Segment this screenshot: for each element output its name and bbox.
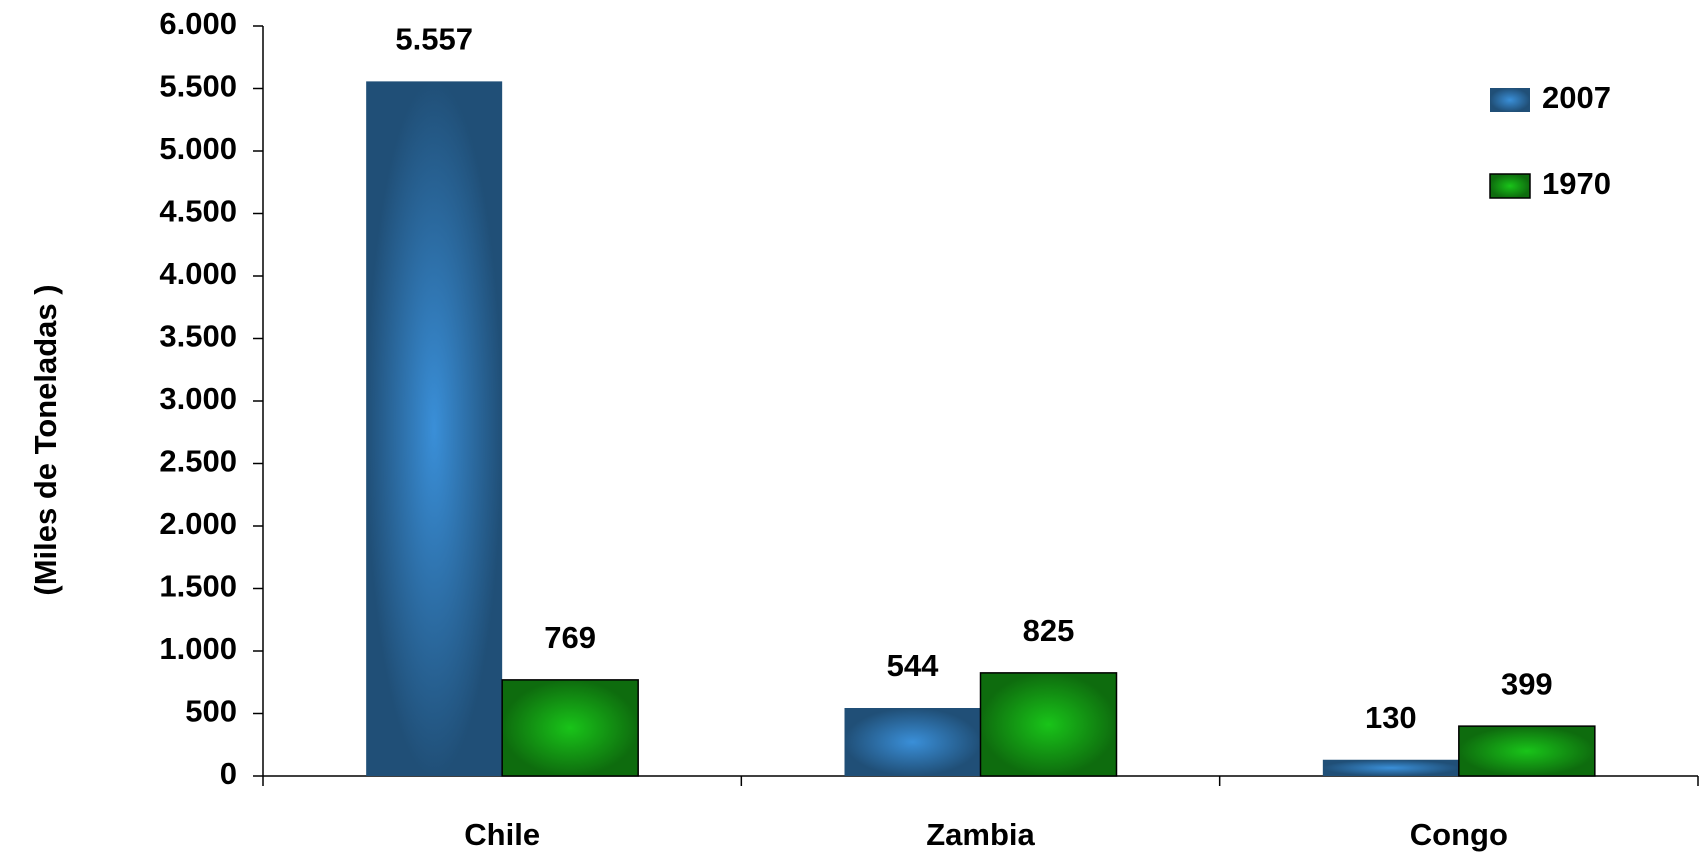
bar bbox=[844, 708, 981, 776]
y-tick-label: 4.500 bbox=[159, 194, 237, 229]
value-label: 130 bbox=[1365, 700, 1417, 735]
bar bbox=[1322, 759, 1459, 776]
y-tick-label: 6.000 bbox=[159, 6, 237, 41]
x-tick-label: Zambia bbox=[926, 817, 1035, 852]
y-tick-label: 2.500 bbox=[159, 444, 237, 479]
bar bbox=[366, 81, 503, 776]
y-tick-label: 5.500 bbox=[159, 69, 237, 104]
y-tick-label: 3.000 bbox=[159, 381, 237, 416]
bar bbox=[1458, 725, 1596, 777]
y-tick-label: 1.500 bbox=[159, 569, 237, 604]
y-tick-label: 3.500 bbox=[159, 319, 237, 354]
legend-label: 1970 bbox=[1542, 166, 1611, 201]
y-tick-label: 0 bbox=[220, 756, 237, 791]
bar bbox=[979, 672, 1118, 777]
x-tick-label: Chile bbox=[464, 817, 540, 852]
value-label: 825 bbox=[1023, 613, 1075, 648]
y-tick-label: 5.000 bbox=[159, 131, 237, 166]
legend-swatch bbox=[1490, 88, 1530, 112]
bar bbox=[501, 679, 639, 777]
y-tick-label: 4.000 bbox=[159, 256, 237, 291]
legend-label: 2007 bbox=[1542, 80, 1611, 115]
value-label: 769 bbox=[544, 620, 596, 655]
legend-swatch bbox=[1489, 173, 1531, 199]
y-tick-label: 500 bbox=[185, 694, 237, 729]
y-tick-label: 2.000 bbox=[159, 506, 237, 541]
value-label: 5.557 bbox=[395, 22, 473, 57]
value-label: 544 bbox=[887, 648, 939, 683]
y-tick-label: 1.000 bbox=[159, 631, 237, 666]
value-label: 399 bbox=[1501, 666, 1553, 701]
x-tick-label: Congo bbox=[1410, 817, 1508, 852]
y-axis-label: (Miles de Toneladas ) bbox=[28, 284, 63, 595]
